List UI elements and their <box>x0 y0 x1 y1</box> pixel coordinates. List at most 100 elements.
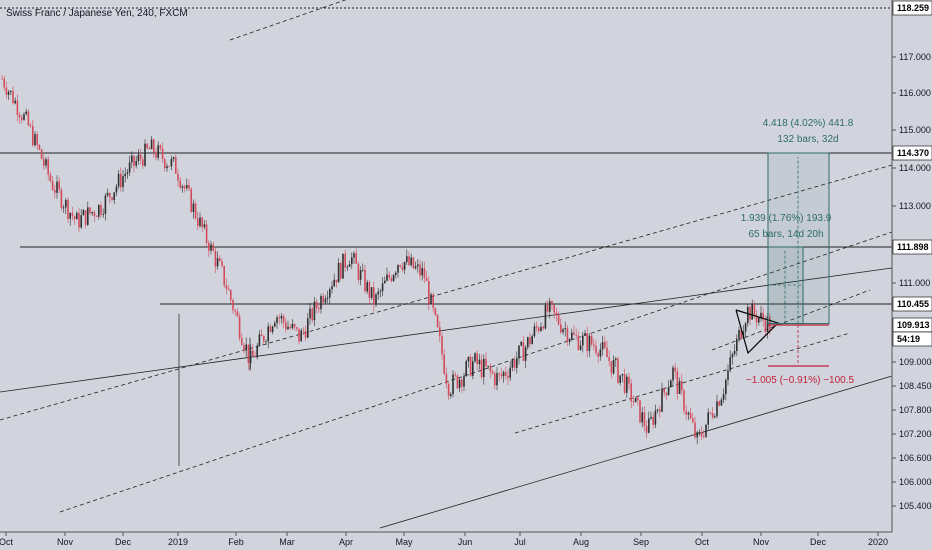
channel-line[interactable] <box>59 231 893 513</box>
candle-body <box>133 155 135 166</box>
candle-body <box>419 264 421 276</box>
candle-body <box>738 330 740 339</box>
candle-body <box>335 279 338 283</box>
candle-body <box>315 301 318 309</box>
x-tick-label: 2019 <box>168 537 188 547</box>
price-axis-bg[interactable] <box>892 0 932 532</box>
candle-body <box>342 253 344 279</box>
channel-line[interactable] <box>0 267 893 393</box>
time-axis-bg[interactable] <box>0 532 932 550</box>
measure-down-label: −1.005 (−0.91%) −100.5 <box>746 375 855 386</box>
candle-body <box>766 316 769 333</box>
channel-line[interactable] <box>229 0 892 41</box>
candle-body <box>575 334 577 336</box>
candle-body <box>714 416 716 418</box>
candle-body <box>676 371 679 394</box>
candle-body <box>267 326 269 342</box>
candle-body <box>469 356 472 376</box>
measure-box-large[interactable] <box>767 152 830 325</box>
candle-body <box>159 145 162 149</box>
candle-body <box>489 365 492 372</box>
price-tag-resistance-1[interactable] <box>892 145 932 161</box>
candle-body <box>236 311 239 317</box>
candle-body <box>285 322 287 330</box>
candle-body <box>478 359 481 365</box>
channel-line[interactable] <box>711 289 871 351</box>
candle-body <box>117 173 120 187</box>
candle-body <box>164 159 166 169</box>
candle-body <box>91 212 93 214</box>
price-tag-top-dotted[interactable] <box>892 0 932 16</box>
candle-body <box>652 416 654 425</box>
candle-body <box>628 376 630 384</box>
price-tag-resistance-3[interactable] <box>892 296 932 312</box>
candle-body <box>364 269 366 292</box>
candle-body <box>333 279 335 287</box>
candle-body <box>480 359 483 378</box>
candle-body <box>318 308 320 310</box>
candle-body <box>436 314 439 328</box>
candle-body <box>199 217 201 226</box>
candle-body <box>322 296 324 303</box>
x-tick-label: Oct <box>695 537 710 547</box>
candle-body <box>447 383 450 396</box>
candle-body <box>362 269 364 271</box>
candle-body <box>375 294 377 305</box>
candle-body <box>337 262 340 283</box>
candle-body <box>485 358 487 367</box>
candle-body <box>553 305 555 313</box>
candle-body <box>663 388 665 393</box>
candle-body <box>421 268 423 276</box>
candle-body <box>639 400 641 423</box>
candle-body <box>161 148 164 160</box>
candle-body <box>166 166 168 169</box>
candle-body <box>95 216 98 217</box>
candle-body <box>582 335 584 346</box>
candle-body <box>560 324 562 333</box>
candle-body <box>736 338 738 352</box>
price-tag-resistance-2[interactable] <box>892 239 932 255</box>
candle-body <box>49 174 52 182</box>
candle-body <box>619 375 621 383</box>
candle-body <box>555 312 558 315</box>
candle-body <box>230 290 232 301</box>
candle-body <box>432 294 434 309</box>
candle-body <box>238 316 241 338</box>
candle-body <box>357 263 360 280</box>
candle-body <box>626 376 628 393</box>
candle-body <box>520 342 522 346</box>
price-tag-countdown[interactable] <box>892 331 932 347</box>
channel-line[interactable] <box>379 375 893 529</box>
candle-body <box>115 186 118 193</box>
candle-body <box>672 367 674 381</box>
candle-body <box>564 328 566 330</box>
measure-tools: 4.418 (4.02%) 441.8 132 bars, 32d 1.939 (1… <box>741 118 855 386</box>
candle-body <box>551 301 553 306</box>
candle-body <box>227 288 230 291</box>
candle-body <box>590 335 593 345</box>
candle-body <box>210 244 212 251</box>
candle-body <box>601 341 604 350</box>
candle-body <box>269 326 272 332</box>
candle-body <box>476 353 478 365</box>
channel-line[interactable] <box>0 164 893 421</box>
candle-body <box>454 374 456 376</box>
candle-body <box>128 162 131 173</box>
candle-body <box>386 274 388 281</box>
candle-body <box>219 258 221 262</box>
candle-body <box>527 337 529 348</box>
candle-body <box>296 327 298 329</box>
candle-body <box>67 199 69 219</box>
x-tick-label: Nov <box>57 537 74 547</box>
x-tick-label: Dec <box>115 537 132 547</box>
candle-body <box>265 341 267 343</box>
candle-body <box>595 346 597 354</box>
candle-body <box>144 143 146 166</box>
price-tag-label: 54:19 <box>897 334 920 344</box>
candle-body <box>282 315 285 323</box>
candle-body <box>641 412 643 423</box>
channel-line[interactable] <box>514 332 851 434</box>
triangle-pattern[interactable] <box>735 309 780 355</box>
candle-body <box>366 282 368 292</box>
